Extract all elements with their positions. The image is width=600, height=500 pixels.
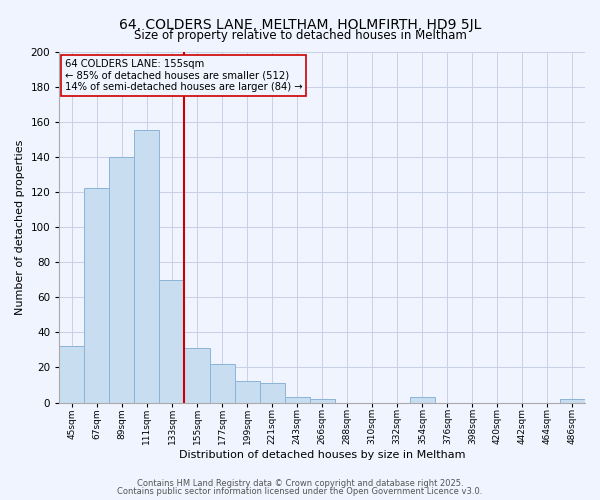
Text: 64 COLDERS LANE: 155sqm
← 85% of detached houses are smaller (512)
14% of semi-d: 64 COLDERS LANE: 155sqm ← 85% of detache… [65, 58, 302, 92]
Bar [184, 348, 209, 403]
Bar [260, 383, 284, 402]
Text: Size of property relative to detached houses in Meltham: Size of property relative to detached ho… [134, 29, 466, 42]
Text: Contains HM Land Registry data © Crown copyright and database right 2025.: Contains HM Land Registry data © Crown c… [137, 479, 463, 488]
Bar [410, 397, 435, 402]
Bar [560, 399, 585, 402]
Y-axis label: Number of detached properties: Number of detached properties [15, 140, 25, 314]
Text: Contains public sector information licensed under the Open Government Licence v3: Contains public sector information licen… [118, 487, 482, 496]
Bar [85, 188, 109, 402]
Bar [209, 364, 235, 403]
Bar [235, 382, 260, 402]
Bar [284, 397, 310, 402]
Bar [59, 346, 85, 403]
Text: 64, COLDERS LANE, MELTHAM, HOLMFIRTH, HD9 5JL: 64, COLDERS LANE, MELTHAM, HOLMFIRTH, HD… [119, 18, 481, 32]
Bar [160, 280, 184, 402]
Bar [109, 157, 134, 402]
Bar [310, 399, 335, 402]
X-axis label: Distribution of detached houses by size in Meltham: Distribution of detached houses by size … [179, 450, 466, 460]
Bar [134, 130, 160, 402]
